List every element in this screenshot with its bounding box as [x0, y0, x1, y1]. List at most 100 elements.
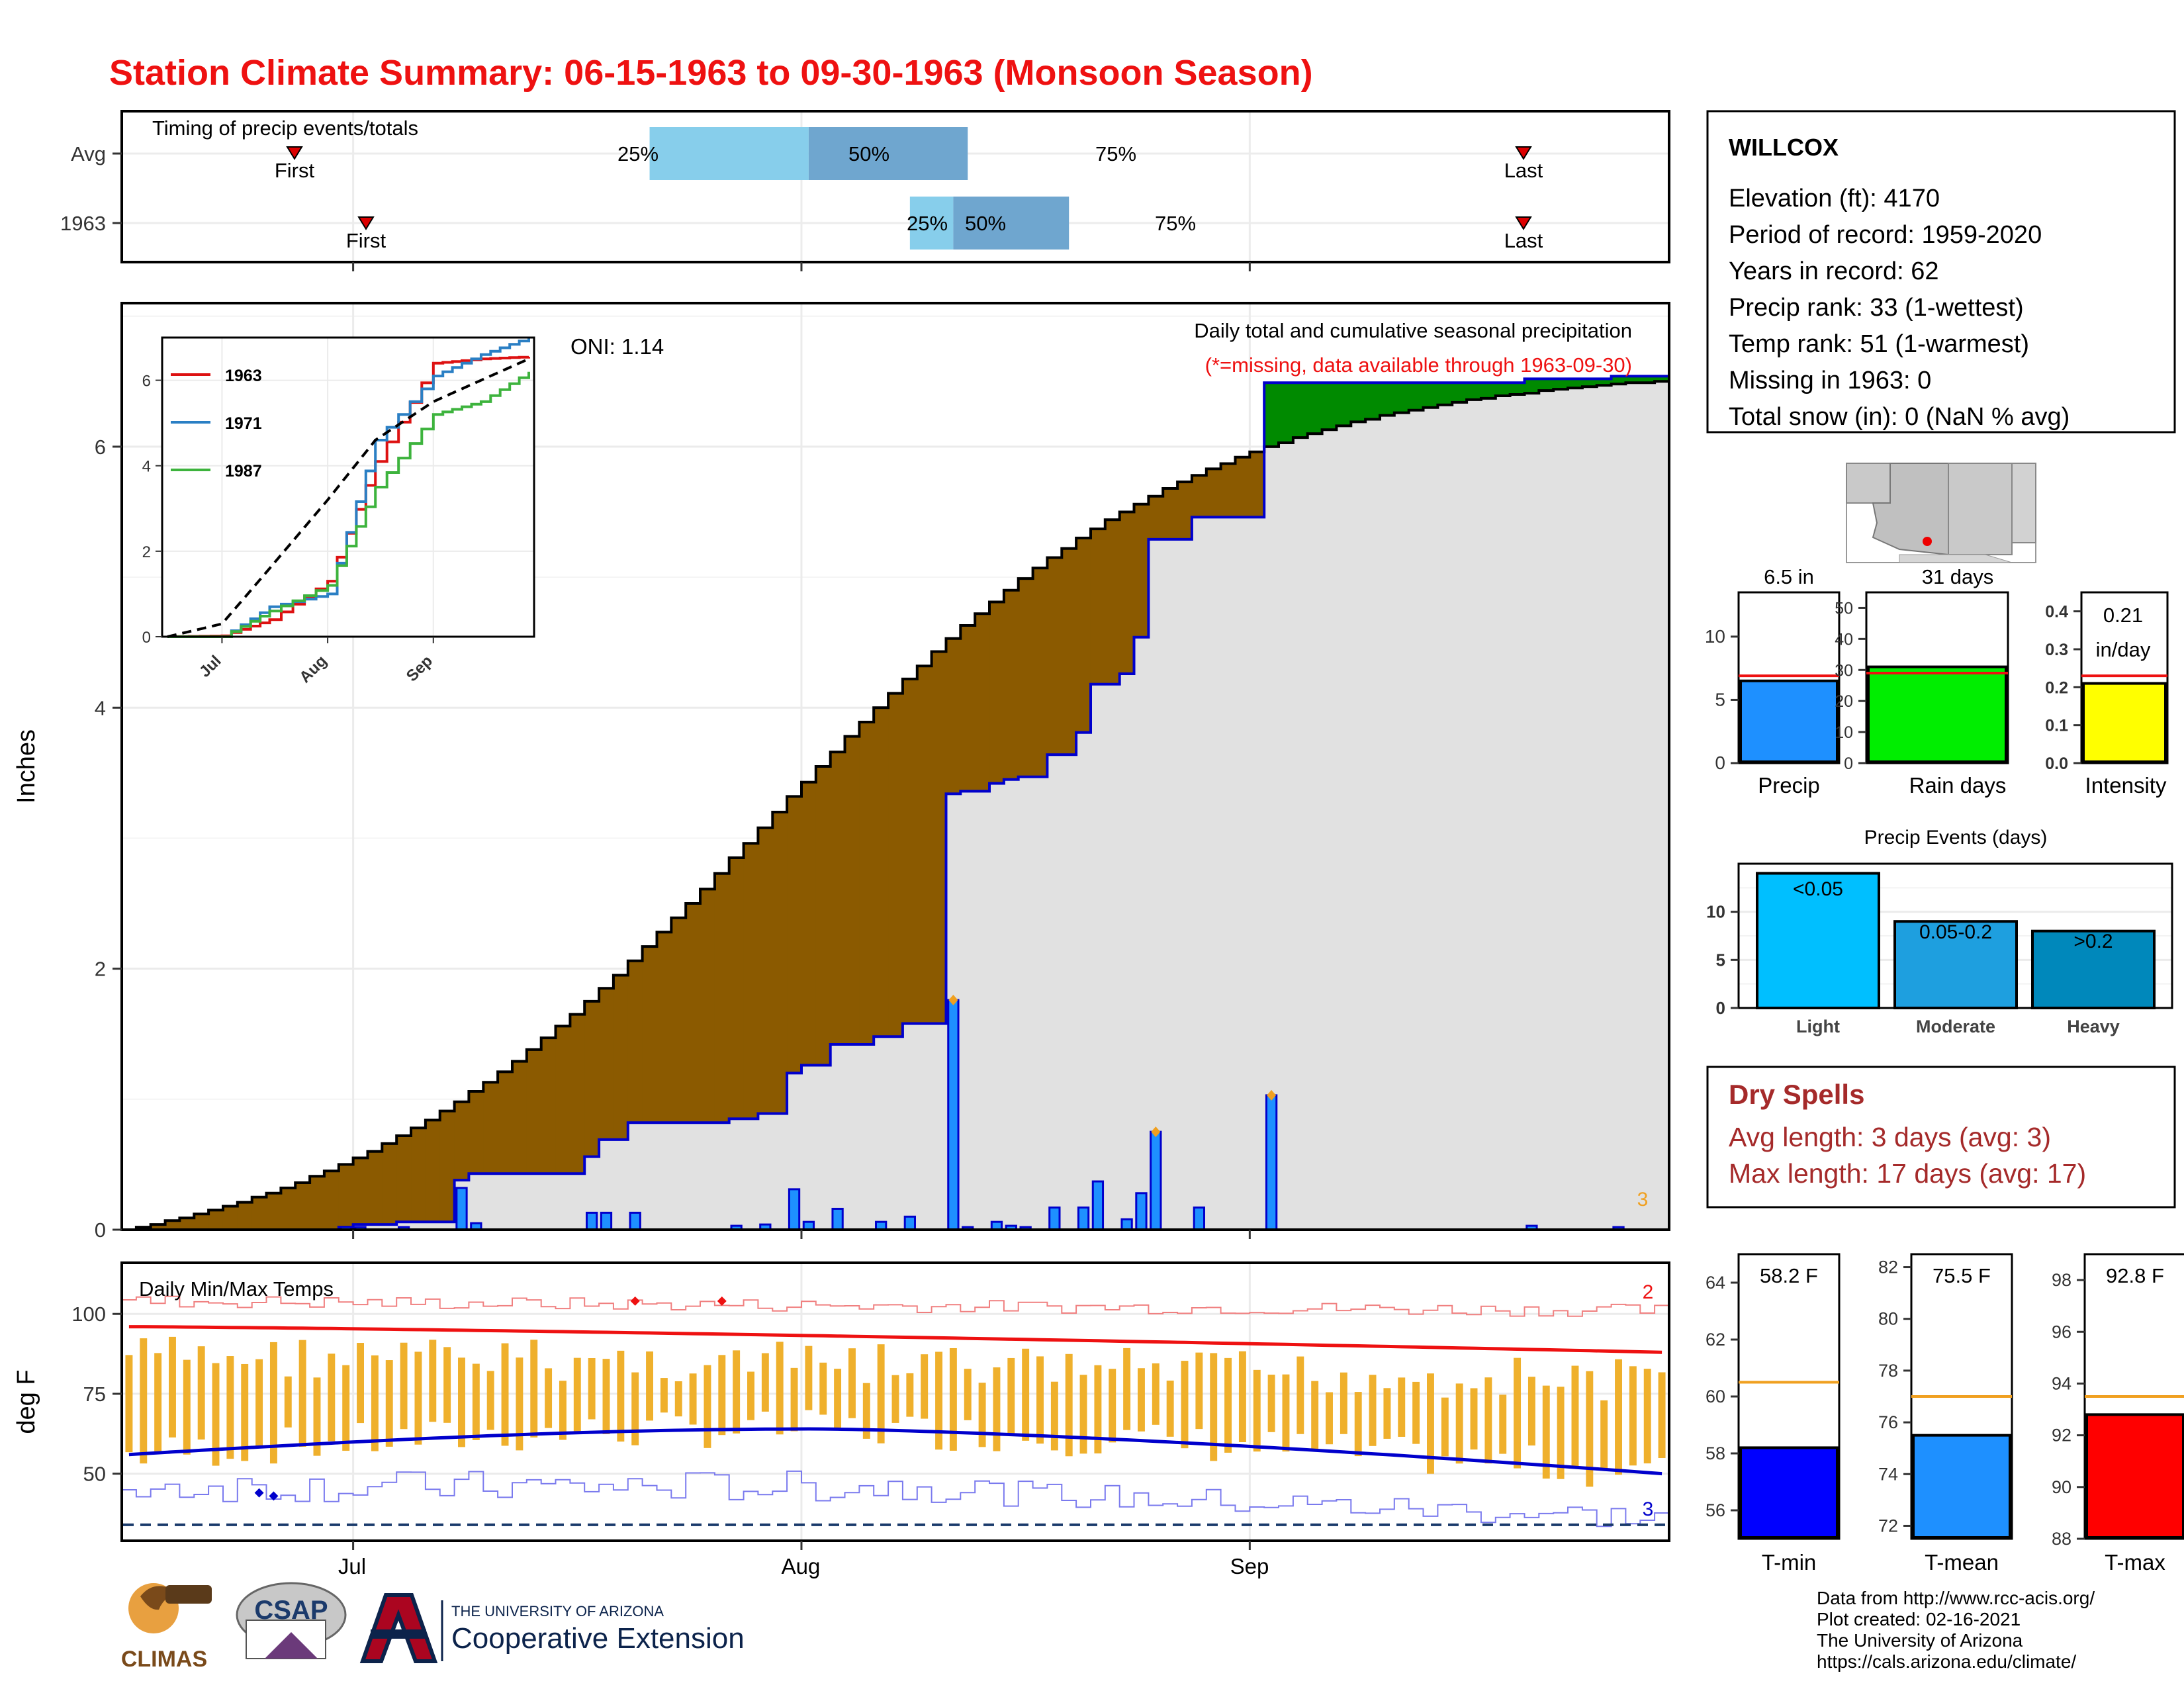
precip-deficit-band — [1148, 496, 1163, 539]
precip-surplus-band — [1467, 383, 1482, 400]
tmean-bar — [1912, 1434, 2011, 1539]
precip-caption: Daily total and cumulative seasonal prec… — [1194, 319, 1632, 342]
record-low-marker — [269, 1491, 279, 1501]
daily-temp-bar — [371, 1355, 379, 1451]
daily-precip-bar — [1120, 1218, 1133, 1231]
daily-temp-bar — [342, 1365, 350, 1451]
daily-temp-bar — [400, 1342, 408, 1430]
daily-temp-bar — [1079, 1375, 1087, 1454]
timing-label: Timing of precip events/totals — [152, 116, 418, 140]
daily-precip-bar — [585, 1211, 598, 1231]
avg-cumulative-line — [122, 380, 1669, 1231]
daily-temp-bar — [1484, 1377, 1492, 1464]
daily-temp-bar — [718, 1355, 726, 1436]
precip-surplus-band — [1640, 376, 1655, 383]
precip-surplus-band — [1452, 383, 1467, 402]
daily-temp-bar — [1109, 1369, 1116, 1443]
daily-temp-bar — [1326, 1392, 1333, 1445]
precip-deficit-band — [772, 812, 788, 1114]
daily-temp-bar — [631, 1372, 639, 1445]
precip-total-label: 6.5 in — [1764, 565, 1814, 588]
precip-deficit-band — [1235, 457, 1250, 518]
daily-temp-bar — [328, 1353, 336, 1441]
daily-temp-bar — [1369, 1375, 1377, 1446]
precip-surplus-band — [1279, 383, 1294, 443]
daily-precip-bar — [1150, 1130, 1162, 1231]
dry-spells-avg: Avg length: 3 days (avg: 3) — [1729, 1122, 2051, 1152]
events-heavy-label: >0.2 — [2073, 931, 2113, 952]
station-name: WILLCOX — [1729, 134, 1839, 161]
precip-deficit-band — [627, 960, 643, 1123]
precip-events-chart: 0 5 10 — [1706, 862, 2173, 1018]
timing-year-last-marker — [1515, 216, 1532, 230]
timing-row-avg-label: Avg — [71, 142, 106, 165]
daily-temp-bar — [906, 1373, 914, 1417]
tmax-y-tick-label: 90 — [2052, 1477, 2071, 1497]
heavy-precip-marker — [948, 994, 958, 1005]
daily-temp-bar — [790, 1367, 798, 1432]
daily-temp-bar — [805, 1346, 813, 1410]
timing-panel: Timing of precip events/totals Avg 1963 … — [60, 110, 1670, 271]
events-frame — [1737, 862, 2173, 1009]
tmean-y-tick-label: 78 — [1878, 1361, 1898, 1381]
daily-temp-bar — [747, 1371, 754, 1420]
events-bar-heavy — [2031, 929, 2156, 1009]
rain-days-y-tick-label: 50 — [1835, 599, 1853, 617]
daily-temp-bar — [1441, 1397, 1449, 1457]
precip-surplus-band — [1322, 383, 1338, 430]
daily-temp-bar — [1195, 1352, 1203, 1430]
precip-deficit-band — [657, 932, 672, 1123]
precip-surplus-band — [1365, 383, 1381, 420]
precip-deficit-band — [1119, 512, 1135, 674]
daily-temp-bar — [1514, 1357, 1522, 1469]
precip-deficit-band — [208, 1210, 224, 1230]
daily-temp-bar — [891, 1375, 899, 1423]
inset-y-tick-label: 0 — [142, 629, 151, 647]
daily-temp-bar — [1238, 1351, 1246, 1443]
tmin-y-tick-label: 62 — [1706, 1330, 1725, 1349]
daily-precip-bar — [455, 1187, 468, 1231]
daily-temp-bar — [1600, 1400, 1608, 1469]
daily-temp-bar — [486, 1371, 494, 1430]
intensity-y-tick-label: 0.4 — [2045, 603, 2068, 621]
daily-temp-bar — [1166, 1381, 1174, 1437]
daily-temp-bar — [1455, 1383, 1463, 1464]
inset-series-avg — [167, 357, 529, 638]
precip-deficit-band — [758, 827, 773, 1114]
climas-logo: CLIMAS — [121, 1583, 212, 1672]
daily-temp-bar — [1152, 1363, 1160, 1425]
daily-temp-bar — [1340, 1372, 1347, 1434]
precip-deficit-band — [902, 678, 918, 1024]
station-snow: Total snow (in): 0 (NaN % avg) — [1729, 403, 2070, 431]
avg-min-temp-line — [128, 1427, 1662, 1476]
footer-university: The University of Arizona — [1817, 1630, 2023, 1651]
daily-temp-bar — [183, 1359, 191, 1455]
x-tick-jul: Jul — [338, 1554, 366, 1578]
precip-deficit-band — [555, 1026, 570, 1174]
daily-temp-bar — [834, 1369, 842, 1431]
daily-temp-bar — [877, 1344, 885, 1443]
daily-temp-bar — [935, 1351, 943, 1450]
daily-temp-bar — [516, 1357, 523, 1451]
ua-small-text: THE UNIVERSITY OF ARIZONA — [451, 1603, 664, 1620]
precip-deficit-band — [743, 843, 759, 1119]
daily-temp-bar — [1210, 1353, 1218, 1461]
daily-temp-bar — [385, 1360, 393, 1447]
tmax-bar-title: T-max — [2105, 1550, 2165, 1575]
x-tick-sep: Sep — [1230, 1554, 1269, 1578]
daily-temp-bar — [1398, 1377, 1406, 1437]
inset-series-1987 — [167, 371, 530, 638]
precip-deficit-band — [295, 1183, 310, 1230]
daily-temp-bar — [1137, 1368, 1145, 1432]
precip-surplus-band — [1611, 376, 1627, 385]
ua-coop-extension: Cooperative Extension — [451, 1622, 745, 1655]
precip-deficit-band — [931, 651, 947, 1024]
events-y-tick-label: 10 — [1706, 902, 1725, 922]
daily-temp-bar — [733, 1350, 741, 1434]
precip-bar-title: Precip — [1758, 773, 1820, 798]
timing-year-p25: 25% — [907, 212, 948, 235]
daily-temp-bar — [313, 1377, 321, 1456]
precip-deficit-band — [584, 1001, 600, 1157]
precip-surplus-band — [1568, 379, 1583, 388]
